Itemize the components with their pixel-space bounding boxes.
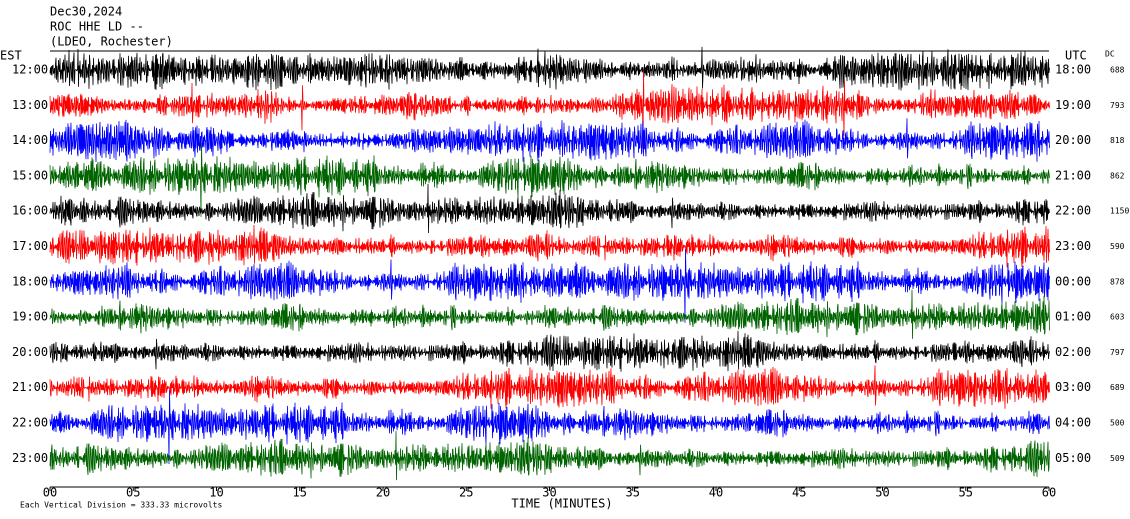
x-tick-label: 15 — [293, 486, 307, 500]
est-label: 12:00 — [12, 63, 48, 77]
x-tick-label: 55 — [959, 486, 973, 500]
utc-label: 20:00 — [1055, 133, 1091, 147]
x-tick-label: 35 — [626, 486, 640, 500]
right-axis-label: UTC — [1065, 49, 1087, 63]
dc-value: 603 — [1110, 313, 1125, 322]
utc-label: 22:00 — [1055, 204, 1091, 218]
title-line: Dec30,2024 — [50, 5, 122, 19]
dc-value: 500 — [1110, 419, 1125, 428]
trace — [49, 330, 1050, 372]
dc-value: 862 — [1110, 171, 1125, 180]
x-tick-label: 50 — [875, 486, 889, 500]
trace — [49, 365, 1050, 409]
dc-label: DC — [1105, 50, 1115, 59]
utc-label: 02:00 — [1055, 345, 1091, 359]
trace — [49, 289, 1050, 339]
x-tick-label: 10 — [209, 486, 223, 500]
trace — [49, 143, 1050, 217]
est-label: 17:00 — [12, 239, 48, 253]
x-tick-label: 30 — [542, 486, 556, 500]
trace — [49, 118, 1050, 163]
utc-label: 18:00 — [1055, 63, 1091, 77]
x-tick-label: 40 — [709, 486, 723, 500]
left-axis-label: EST — [0, 49, 22, 63]
trace — [49, 248, 1050, 323]
title-line: ROC HHE LD -- — [50, 20, 144, 34]
x-tick-label: 05 — [126, 486, 140, 500]
trace — [49, 183, 1050, 234]
trace — [49, 70, 1050, 149]
est-label: 20:00 — [12, 345, 48, 359]
utc-label: 05:00 — [1055, 451, 1091, 465]
dc-value: 688 — [1110, 66, 1125, 75]
x-tick-label: 45 — [792, 486, 806, 500]
utc-label: 00:00 — [1055, 274, 1091, 288]
utc-label: 01:00 — [1055, 310, 1091, 324]
title-line: (LDEO, Rochester) — [50, 35, 173, 49]
trace — [49, 46, 1050, 91]
trace — [49, 224, 1050, 268]
est-label: 15:00 — [12, 168, 48, 182]
est-label: 19:00 — [12, 310, 48, 324]
dc-value: 1150 — [1110, 207, 1129, 216]
trace — [49, 390, 1050, 465]
dc-value: 793 — [1110, 101, 1125, 110]
est-label: 18:00 — [12, 274, 48, 288]
x-tick-label: 20 — [376, 486, 390, 500]
x-tick-label: 60 — [1042, 486, 1056, 500]
x-tick-label: 25 — [459, 486, 473, 500]
est-label: 23:00 — [12, 451, 48, 465]
traces — [49, 46, 1050, 481]
utc-label: 19:00 — [1055, 98, 1091, 112]
dc-value: 818 — [1110, 136, 1125, 145]
utc-label: 03:00 — [1055, 380, 1091, 394]
footer: Each Vertical Division = 333.33 microvol… — [20, 501, 222, 510]
est-label: 21:00 — [12, 380, 48, 394]
dc-value: 878 — [1110, 277, 1125, 286]
utc-label: 23:00 — [1055, 239, 1091, 253]
est-label: 13:00 — [12, 98, 48, 112]
est-label: 22:00 — [12, 416, 48, 430]
dc-value: 689 — [1110, 383, 1125, 392]
x-axis-label: TIME (MINUTES) — [511, 497, 612, 511]
dc-value: 509 — [1110, 454, 1125, 463]
utc-label: 21:00 — [1055, 168, 1091, 182]
dc-value: 590 — [1110, 242, 1125, 251]
x-tick-label: 00 — [43, 486, 57, 500]
utc-label: 04:00 — [1055, 416, 1091, 430]
est-label: 14:00 — [12, 133, 48, 147]
est-label: 16:00 — [12, 204, 48, 218]
dc-value: 797 — [1110, 348, 1125, 357]
trace — [49, 431, 1050, 481]
